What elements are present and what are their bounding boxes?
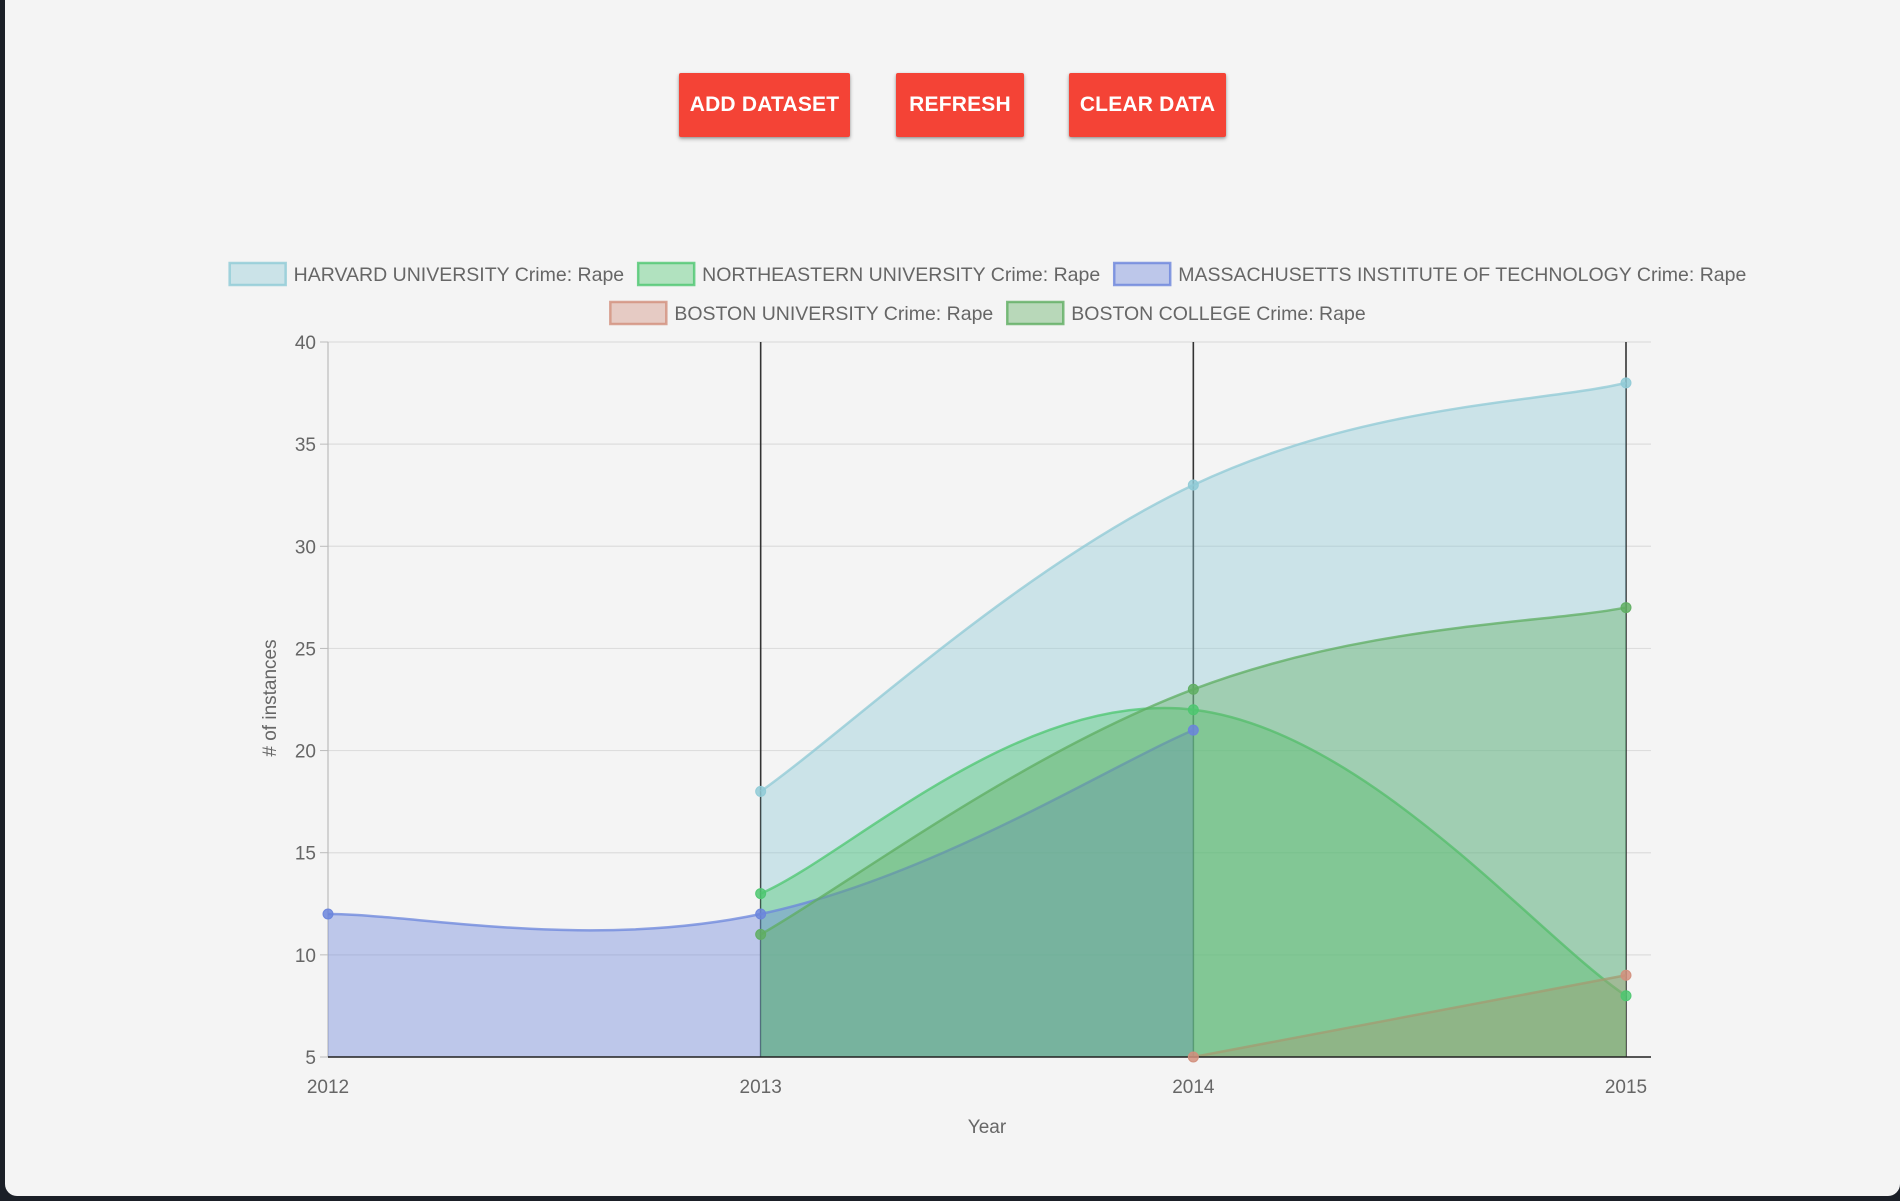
series-points bbox=[322, 377, 1632, 1063]
axes: 5 10 15 20 25 30 35 40 2012 2013 2014 2015 bbox=[295, 333, 1651, 1098]
y-tick-label: 40 bbox=[295, 333, 316, 354]
legend-item[interactable]: MASSACHUSETTS INSTITUTE OF TECHNOLOGY Cr… bbox=[1112, 261, 1746, 287]
legend-item[interactable]: NORTHEASTERN UNIVERSITY Crime: Rape bbox=[636, 261, 1100, 287]
legend-swatch bbox=[609, 300, 668, 326]
legend-swatch bbox=[636, 261, 696, 287]
refresh-button[interactable]: REFRESH bbox=[896, 73, 1024, 137]
y-tick-label: 15 bbox=[295, 844, 316, 865]
legend-swatch bbox=[228, 261, 287, 287]
legend-item[interactable]: BOSTON COLLEGE Crime: Rape bbox=[1006, 300, 1366, 326]
legend-label: BOSTON UNIVERSITY Crime: Rape bbox=[674, 303, 993, 325]
legend-label: NORTHEASTERN UNIVERSITY Crime: Rape bbox=[702, 264, 1100, 286]
series-5-point[interactable] bbox=[1187, 683, 1199, 695]
y-tick-label: 30 bbox=[295, 537, 316, 558]
series-5-point[interactable] bbox=[1620, 602, 1632, 614]
y-tick-label: 35 bbox=[295, 435, 316, 456]
y-axis-label: # of instances bbox=[260, 639, 281, 756]
series-areas bbox=[327, 381, 1627, 1059]
series-2-area bbox=[760, 707, 1626, 1057]
y-tick-label: 20 bbox=[295, 742, 316, 763]
series-3-point[interactable] bbox=[322, 908, 334, 920]
legend-swatch bbox=[1006, 300, 1065, 326]
series-2-point[interactable] bbox=[755, 888, 767, 900]
y-tick-label: 10 bbox=[295, 946, 316, 967]
chart-container: 5 10 15 20 25 30 35 40 2012 2013 2014 2015 HARVARD … bbox=[5, 0, 1900, 1196]
x-tick-label: 2013 bbox=[740, 1077, 782, 1098]
series-4-point[interactable] bbox=[1187, 1051, 1199, 1063]
series-4-line bbox=[1193, 974, 1627, 1059]
series-1-point[interactable] bbox=[755, 785, 767, 797]
clear-data-button[interactable]: CLEAR DATA bbox=[1069, 73, 1226, 137]
series-4-point[interactable] bbox=[1620, 969, 1632, 981]
y-tick-label: 25 bbox=[295, 639, 316, 660]
add-dataset-button[interactable]: ADD DATASET bbox=[679, 73, 850, 137]
x-tick-label: 2015 bbox=[1605, 1077, 1647, 1098]
series-3-area bbox=[328, 730, 1194, 1057]
page: ADD DATASET REFRESH CLEAR DATA 5 10 15 20 25… bbox=[5, 0, 1900, 1196]
series-1-point[interactable] bbox=[1620, 377, 1632, 389]
legend-swatch bbox=[1112, 261, 1172, 287]
series-3-point[interactable] bbox=[1187, 724, 1199, 736]
series-5-point[interactable] bbox=[755, 928, 767, 940]
legend-item[interactable]: BOSTON UNIVERSITY Crime: Rape bbox=[609, 300, 993, 326]
x-axis-label: Year bbox=[968, 1117, 1007, 1138]
legend-label: HARVARD UNIVERSITY Crime: Rape bbox=[294, 264, 625, 286]
series-1-point[interactable] bbox=[1187, 479, 1199, 491]
x-tick-label: 2014 bbox=[1172, 1077, 1215, 1098]
y-tick-label: 5 bbox=[305, 1048, 316, 1069]
series-2-point[interactable] bbox=[1620, 990, 1632, 1002]
area-chart: 5 10 15 20 25 30 35 40 2012 2013 2014 2015 HARVARD … bbox=[228, 261, 1746, 1138]
series-1-area bbox=[760, 382, 1626, 1057]
legend-label: MASSACHUSETTS INSTITUTE OF TECHNOLOGY Cr… bbox=[1178, 264, 1746, 286]
gridlines bbox=[327, 341, 1651, 1058]
legend: HARVARD UNIVERSITY Crime: Rape NORTHEASTE… bbox=[228, 261, 1746, 326]
axis-labels: Year # of instances bbox=[260, 639, 1007, 1138]
legend-label: BOSTON COLLEGE Crime: Rape bbox=[1071, 303, 1365, 325]
x-tick-label: 2012 bbox=[307, 1077, 349, 1098]
toolbar: ADD DATASET REFRESH CLEAR DATA bbox=[5, 73, 1900, 138]
series-5-area bbox=[760, 607, 1626, 1057]
legend-item[interactable]: HARVARD UNIVERSITY Crime: Rape bbox=[228, 261, 625, 287]
series-3-point[interactable] bbox=[755, 908, 767, 920]
series-2-point[interactable] bbox=[1187, 704, 1199, 716]
